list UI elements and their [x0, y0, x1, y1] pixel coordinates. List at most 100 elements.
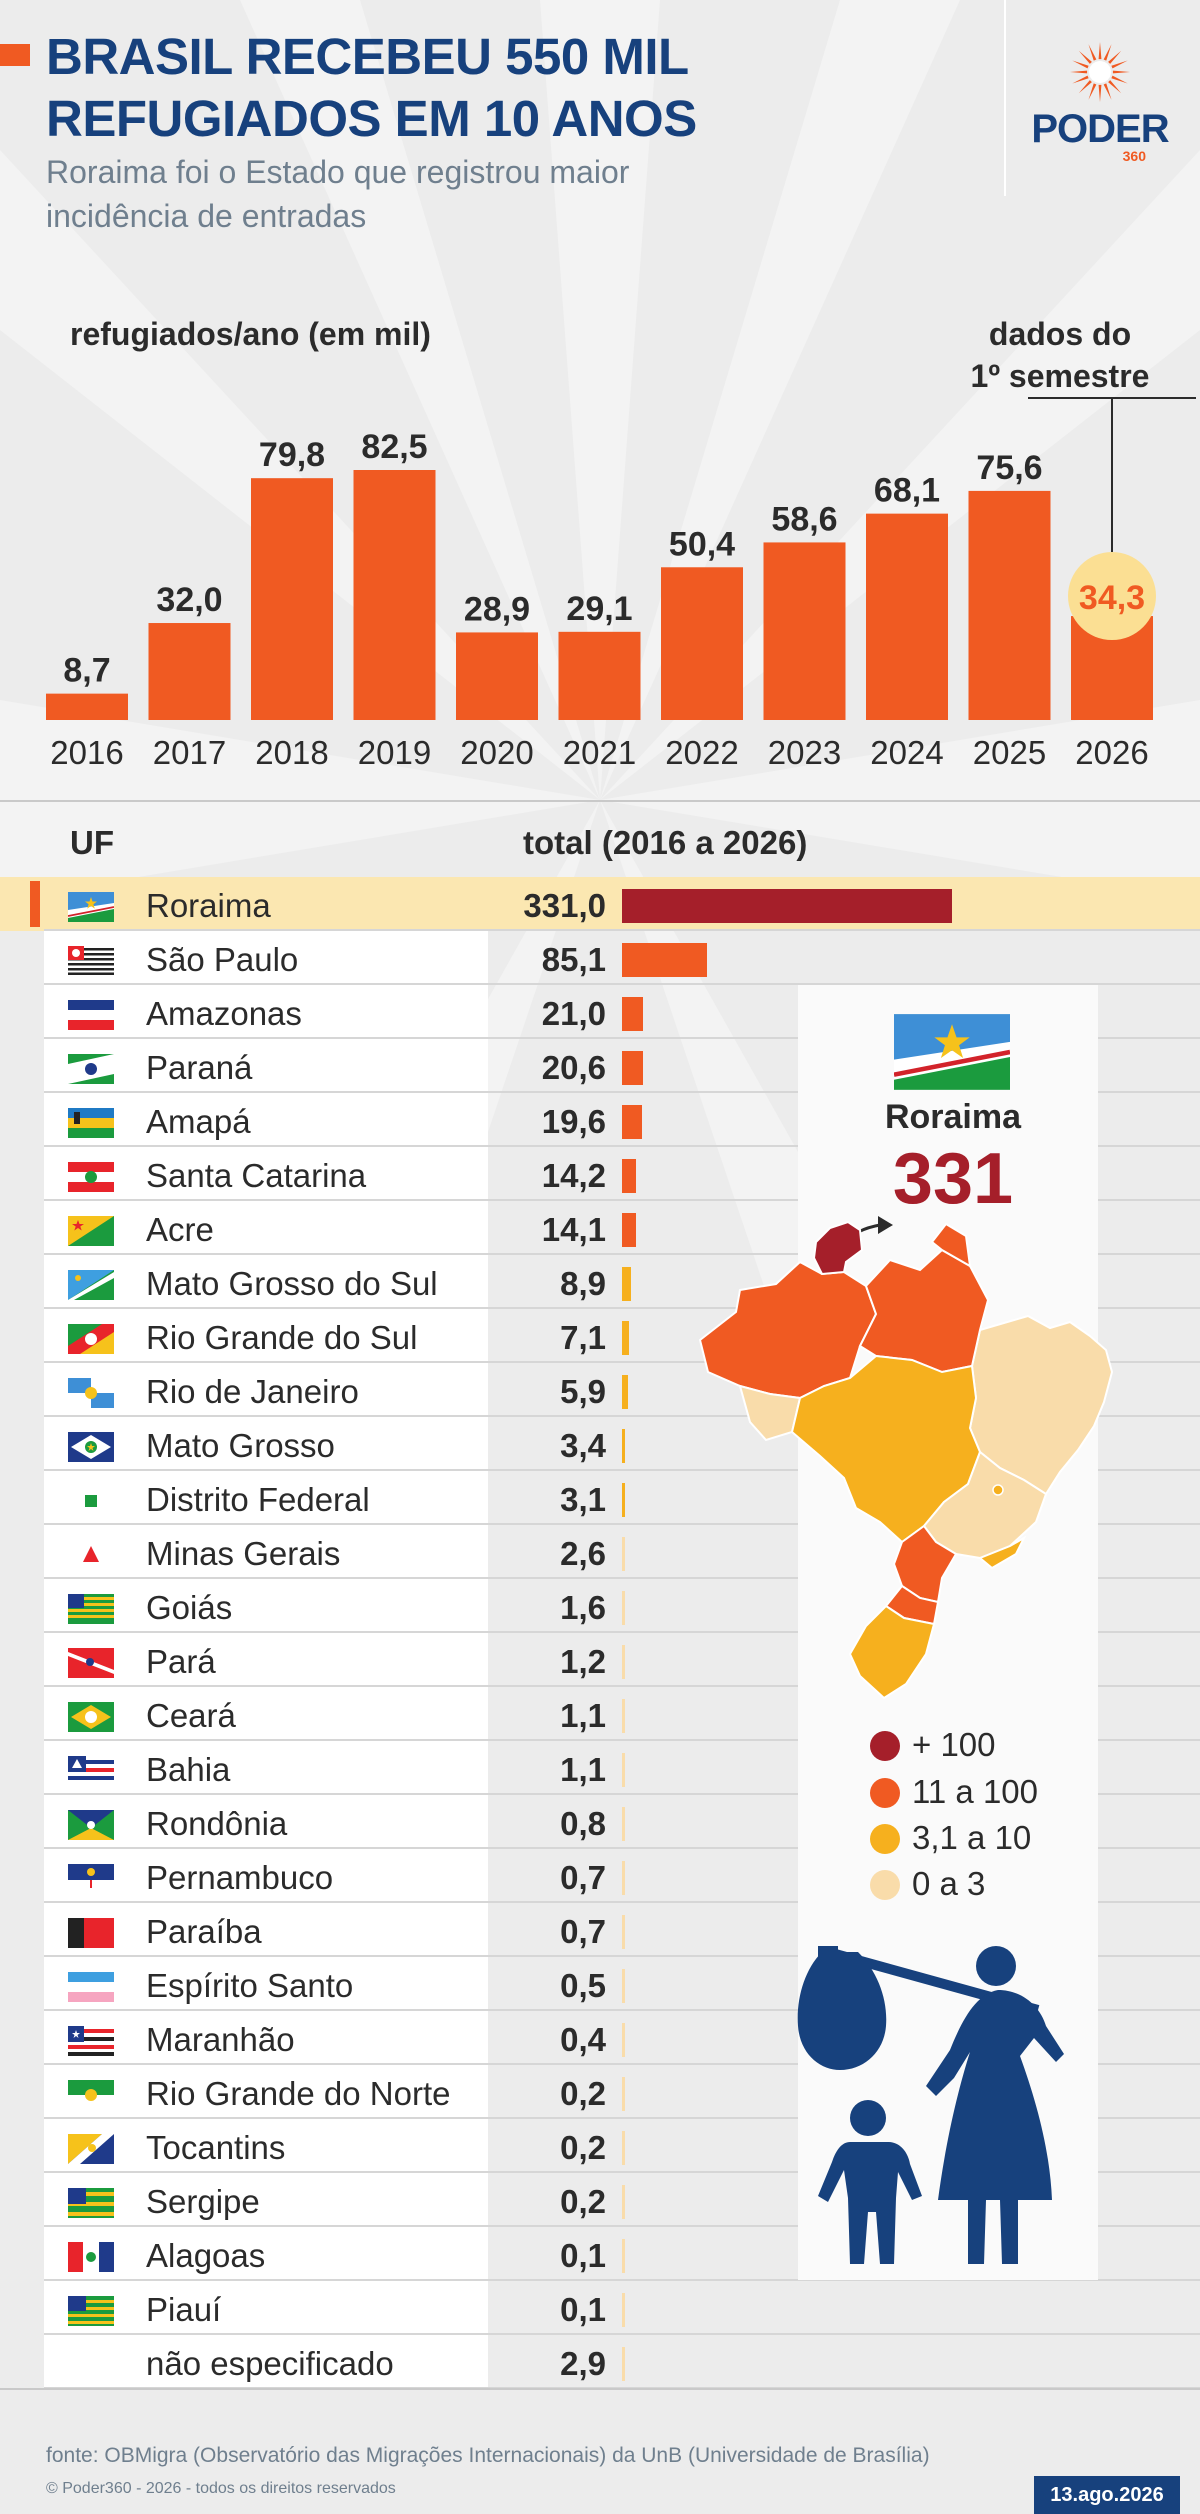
- table-row: Minas Gerais 2,6: [0, 1525, 1200, 1579]
- state-total-value: 3,1: [560, 1481, 606, 1518]
- row-divider: [44, 1793, 1200, 1795]
- bar-2022: [661, 567, 743, 720]
- year-label: 2021: [563, 734, 636, 771]
- roraima-flag-large-icon: [894, 1014, 1010, 1090]
- ceara-flag-icon: [68, 1702, 114, 1732]
- piaui-flag-icon: [68, 2296, 114, 2326]
- state-total-bar: [622, 1321, 630, 1355]
- state-total-value: 20,6: [541, 1049, 606, 1086]
- state-total-bar: [622, 1591, 625, 1625]
- state-name: Paraná: [146, 1049, 253, 1086]
- region-rio-de-janeiro: [978, 1535, 1027, 1570]
- state-total-bar: [622, 1537, 625, 1571]
- logo-text: PODER: [1031, 107, 1169, 151]
- poder360-logo: PODER 360: [1020, 40, 1180, 163]
- distrito-federal-flag-icon: [68, 1486, 114, 1516]
- table-row: Mato Grosso do Sul 8,9: [0, 1255, 1200, 1309]
- sao-paulo-flag-icon: [68, 946, 114, 976]
- state-name: Amapá: [146, 1103, 251, 1140]
- region-sao-paulo-parana: [892, 1524, 958, 1604]
- bar-2025: [968, 490, 1051, 720]
- state-name: Rio de Janeiro: [146, 1373, 359, 1410]
- bar-value-label: 34,3: [1079, 579, 1145, 617]
- state-total-value: 2,9: [560, 2345, 606, 2382]
- row-divider: [44, 1469, 1200, 1471]
- state-total-bar: [622, 1375, 628, 1409]
- row-divider: [44, 1145, 1200, 1147]
- table-row: Sergipe 0,2: [0, 2173, 1200, 2227]
- table-row: Acre 14,1: [0, 1201, 1200, 1255]
- pernambuco-flag-icon: [68, 1864, 114, 1894]
- year-label: 2019: [358, 734, 431, 771]
- bar-2024: [866, 513, 948, 720]
- state-total-bar: [622, 1753, 625, 1787]
- footer-rule: [0, 2388, 1200, 2390]
- state-name: Acre: [146, 1211, 214, 1248]
- partial-year-highlight: [1068, 552, 1156, 641]
- table-row: Espírito Santo 0,5: [0, 1957, 1200, 2011]
- state-name: Minas Gerais: [146, 1535, 341, 1572]
- state-name: Sergipe: [146, 2183, 260, 2220]
- state-total-bar: [622, 997, 643, 1031]
- table-row: Maranhão 0,4: [0, 2011, 1200, 2065]
- bar-value-label: 32,0: [156, 581, 222, 619]
- row-divider: [44, 2063, 1200, 2065]
- row-divider: [44, 1523, 1200, 1525]
- state-total-value: 5,9: [560, 1373, 606, 1410]
- state-name: Piauí: [146, 2291, 222, 2328]
- state-name: Maranhão: [146, 2021, 295, 2058]
- state-total-value: 0,2: [560, 2183, 606, 2220]
- state-total-value: 0,1: [560, 2237, 606, 2274]
- region-roraima: [812, 1220, 864, 1276]
- para-flag-icon: [68, 1648, 114, 1678]
- table-top-rule: [0, 800, 1200, 802]
- refugees-icon: [797, 1946, 1064, 2264]
- year-label: 2016: [50, 734, 123, 771]
- region-amapa: [930, 1222, 972, 1268]
- row-divider: [44, 2225, 1200, 2227]
- bar-value-label: 75,6: [976, 449, 1042, 487]
- table-row: Rondônia 0,8: [0, 1795, 1200, 1849]
- brazil-map: [698, 1216, 1114, 1700]
- state-name: Rio Grande do Sul: [146, 1319, 418, 1356]
- state-total-bar: [622, 1699, 625, 1733]
- table-row: Roraima 331,0: [0, 877, 1200, 931]
- state-total-bar: [622, 889, 952, 923]
- state-name: Mato Grosso: [146, 1427, 335, 1464]
- table-row: Distrito Federal 3,1: [0, 1471, 1200, 1525]
- table-row: Alagoas 0,1: [0, 2227, 1200, 2281]
- arrow-head-icon: [878, 1216, 893, 1234]
- state-total-value: 0,1: [560, 2291, 606, 2328]
- state-name: Amazonas: [146, 995, 302, 1032]
- espirito-santo-flag-icon: [68, 1972, 114, 2002]
- rio-de-janeiro-flag-icon: [68, 1378, 114, 1408]
- state-total-bar: [622, 2185, 625, 2219]
- year-label: 2026: [1075, 734, 1148, 771]
- roraima-flag-icon: [68, 892, 114, 922]
- table-row: Amazonas 21,0: [0, 985, 1200, 1039]
- legend-label: 0 a 3: [912, 1865, 986, 1902]
- state-total-bar: [622, 2239, 625, 2273]
- legend-swatch: [870, 1824, 900, 1854]
- table-row: Tocantins 0,2: [0, 2119, 1200, 2173]
- year-label: 2017: [153, 734, 226, 771]
- table-row: Mato Grosso 3,4: [0, 1417, 1200, 1471]
- bar-value-label: 28,9: [464, 590, 530, 628]
- state-total-bar: [622, 2131, 625, 2165]
- row-divider: [44, 2009, 1200, 2011]
- page-title: BRASIL RECEBEU 550 MIL REFUGIADOS EM 10 …: [46, 26, 697, 150]
- state-name: Pernambuco: [146, 1859, 334, 1896]
- state-total-value: 19,6: [541, 1103, 606, 1140]
- year-label: 2023: [768, 734, 841, 771]
- year-label: 2018: [255, 734, 328, 771]
- legend-swatch: [870, 1778, 900, 1808]
- column-header-uf: UF: [70, 824, 114, 861]
- row-divider: [44, 1307, 1200, 1309]
- state-total-bar: [622, 2023, 625, 2057]
- row-divider: [44, 1415, 1200, 1417]
- state-total-value: 331,0: [523, 887, 606, 924]
- bar-2018: [251, 478, 333, 720]
- state-total-bar: [622, 1915, 625, 1949]
- row-divider: [44, 983, 1200, 985]
